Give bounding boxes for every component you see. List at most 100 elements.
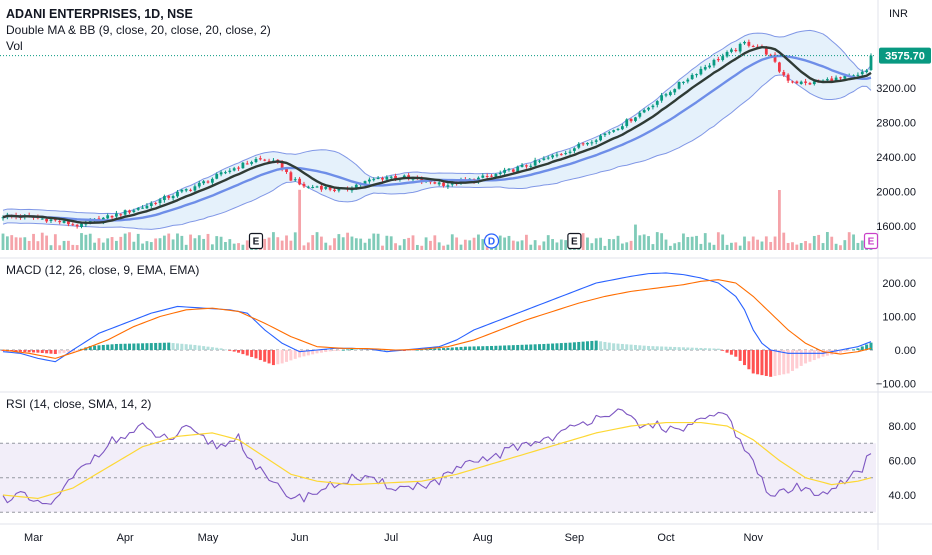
candle-body[interactable] xyxy=(437,182,441,185)
candle-body[interactable] xyxy=(538,160,541,162)
macd-histogram-bar[interactable] xyxy=(66,350,70,353)
macd-histogram-bar[interactable] xyxy=(660,346,664,350)
macd-histogram-bar[interactable] xyxy=(686,347,690,350)
candle-body[interactable] xyxy=(367,179,371,182)
volume-bar[interactable] xyxy=(520,240,524,250)
volume-bar[interactable] xyxy=(32,233,35,250)
candle-body[interactable] xyxy=(516,166,520,172)
candle-body[interactable] xyxy=(145,205,149,209)
volume-bar[interactable] xyxy=(285,235,288,250)
volume-bar[interactable] xyxy=(320,236,323,250)
macd-histogram-bar[interactable] xyxy=(834,350,838,354)
candle-body[interactable] xyxy=(856,74,860,76)
volume-bar[interactable] xyxy=(176,233,179,250)
candle-body[interactable] xyxy=(442,182,445,186)
candle-body[interactable] xyxy=(232,168,236,171)
volume-bar[interactable] xyxy=(852,234,855,250)
volume-bar[interactable] xyxy=(341,237,345,250)
volume-bar[interactable] xyxy=(141,243,144,250)
volume-bar[interactable] xyxy=(245,240,249,250)
volume-bar[interactable] xyxy=(429,240,432,250)
volume-bar[interactable] xyxy=(607,239,611,250)
volume-bar[interactable] xyxy=(302,245,306,250)
candle-body[interactable] xyxy=(306,186,310,188)
volume-bar[interactable] xyxy=(27,240,31,250)
volume-bar[interactable] xyxy=(58,245,62,250)
macd-histogram-bar[interactable] xyxy=(708,348,712,350)
candle-body[interactable] xyxy=(577,143,581,148)
macd-histogram-bar[interactable] xyxy=(668,346,672,350)
candle-body[interactable] xyxy=(730,49,733,52)
candle-body[interactable] xyxy=(564,153,568,155)
macd-histogram-bar[interactable] xyxy=(459,346,463,350)
candle-body[interactable] xyxy=(176,191,179,197)
dividend-marker[interactable] xyxy=(483,233,500,249)
candle-body[interactable] xyxy=(446,185,450,187)
candle-body[interactable] xyxy=(106,215,110,219)
candle-body[interactable] xyxy=(215,174,219,179)
candle-body[interactable] xyxy=(695,74,698,76)
macd-histogram-bar[interactable] xyxy=(36,350,40,353)
volume-bar[interactable] xyxy=(847,232,851,250)
volume-bar[interactable] xyxy=(721,234,725,250)
volume-bar[interactable] xyxy=(272,232,275,250)
volume-bar[interactable] xyxy=(333,238,336,250)
volume-bar[interactable] xyxy=(642,234,646,250)
macd-histogram-bar[interactable] xyxy=(14,350,18,352)
macd-histogram-bar[interactable] xyxy=(442,348,446,350)
macd-histogram-bar[interactable] xyxy=(699,347,703,350)
candle-body[interactable] xyxy=(769,54,773,56)
macd-histogram-bar[interactable] xyxy=(45,350,49,354)
candle-body[interactable] xyxy=(136,208,140,210)
volume-bar[interactable] xyxy=(306,242,310,250)
candle-body[interactable] xyxy=(764,47,768,55)
volume-bar[interactable] xyxy=(616,235,620,250)
candle-body[interactable] xyxy=(202,181,206,184)
candle-body[interactable] xyxy=(180,189,184,192)
macd-histogram-bar[interactable] xyxy=(568,342,572,350)
volume-bar[interactable] xyxy=(730,242,733,250)
volume-bar[interactable] xyxy=(507,235,511,250)
macd-histogram-bar[interactable] xyxy=(88,345,92,350)
macd-histogram-bar[interactable] xyxy=(446,347,450,350)
candle-body[interactable] xyxy=(75,224,79,227)
volume-bar[interactable] xyxy=(817,234,821,250)
volume-bar[interactable] xyxy=(280,240,284,250)
macd-histogram-bar[interactable] xyxy=(162,342,166,350)
macd-histogram-bar[interactable] xyxy=(363,349,367,350)
volume-bar[interactable] xyxy=(647,236,650,250)
volume-bar[interactable] xyxy=(14,237,18,250)
candle-body[interactable] xyxy=(490,175,493,177)
volume-bar[interactable] xyxy=(651,244,655,250)
volume-bar[interactable] xyxy=(760,241,764,250)
candle-body[interactable] xyxy=(45,218,49,222)
candle-body[interactable] xyxy=(555,154,559,156)
candle-body[interactable] xyxy=(852,75,855,77)
candle-body[interactable] xyxy=(708,65,712,68)
candle-body[interactable] xyxy=(747,41,751,46)
volume-bar[interactable] xyxy=(1,233,5,250)
candle-body[interactable] xyxy=(337,188,341,191)
candle-body[interactable] xyxy=(673,89,677,93)
volume-bar[interactable] xyxy=(743,236,746,250)
candle-body[interactable] xyxy=(80,223,83,227)
candle-body[interactable] xyxy=(791,81,794,83)
candle-body[interactable] xyxy=(1,217,5,219)
macd-histogram-bar[interactable] xyxy=(804,350,808,364)
bollinger-upper-band[interactable] xyxy=(2,29,872,215)
volume-bar[interactable] xyxy=(542,241,546,250)
macd-histogram-bar[interactable] xyxy=(476,346,480,350)
macd-histogram-bar[interactable] xyxy=(743,350,747,366)
volume-bar[interactable] xyxy=(197,235,201,250)
volume-bar[interactable] xyxy=(629,240,633,250)
macd-histogram-bar[interactable] xyxy=(847,350,851,351)
candle-body[interactable] xyxy=(123,210,127,215)
volume-bar[interactable] xyxy=(682,233,685,250)
candle-body[interactable] xyxy=(407,175,411,178)
macd-histogram-bar[interactable] xyxy=(799,350,803,366)
volume-bar[interactable] xyxy=(324,242,328,250)
candle-body[interactable] xyxy=(546,157,550,159)
candle-body[interactable] xyxy=(529,165,533,167)
volume-bar[interactable] xyxy=(455,237,459,250)
volume-bar[interactable] xyxy=(664,239,668,250)
